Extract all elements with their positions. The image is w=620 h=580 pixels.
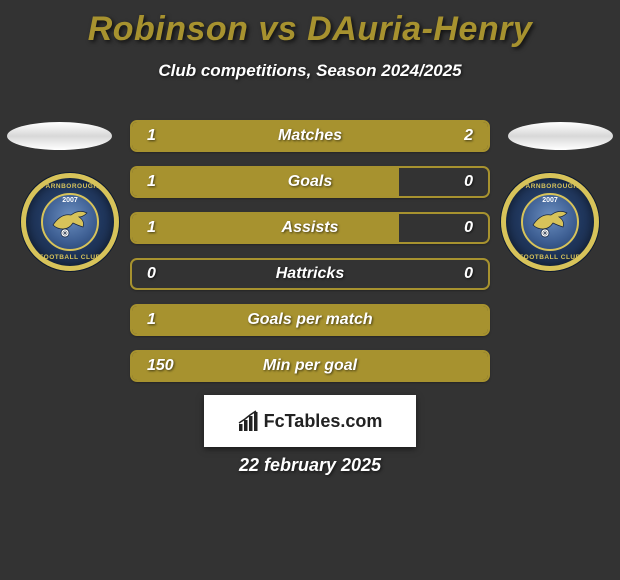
stats-bars: 12Matches 10Goals 10Assists 00Hattricks 1Goa… bbox=[130, 120, 490, 396]
bar-label: Assists bbox=[132, 214, 488, 242]
crest-text-bottom: FOOTBALL CLUB bbox=[26, 254, 114, 261]
infographic-container: Robinson vs DAuria-Henry Club competitio… bbox=[0, 0, 620, 580]
crest-text-top: FARNBOROUGH bbox=[26, 183, 114, 190]
eagle-icon bbox=[529, 203, 571, 241]
stat-bar-row: 1Goals per match bbox=[130, 304, 490, 336]
crest-text-top: FARNBOROUGH bbox=[506, 183, 594, 190]
bar-label: Min per goal bbox=[132, 352, 488, 380]
player-left-placeholder bbox=[7, 122, 112, 150]
club-crest-left: FARNBOROUGH 2007 FOOTBALL CLUB bbox=[21, 173, 119, 271]
crest-inner: 2007 bbox=[521, 193, 579, 251]
chart-icon bbox=[238, 410, 260, 432]
crest-inner: 2007 bbox=[41, 193, 99, 251]
club-crest-right: FARNBOROUGH 2007 FOOTBALL CLUB bbox=[501, 173, 599, 271]
attribution-text: FcTables.com bbox=[264, 411, 383, 432]
crest-ring: FARNBOROUGH 2007 FOOTBALL CLUB bbox=[21, 173, 119, 271]
stat-bar-row: 150Min per goal bbox=[130, 350, 490, 382]
crest-year: 2007 bbox=[523, 197, 577, 204]
stat-bar-row: 12Matches bbox=[130, 120, 490, 152]
attribution-box: FcTables.com bbox=[204, 395, 416, 447]
crest-year: 2007 bbox=[43, 197, 97, 204]
bar-label: Matches bbox=[132, 122, 488, 150]
page-title: Robinson vs DAuria-Henry bbox=[0, 0, 620, 49]
crest-ring: FARNBOROUGH 2007 FOOTBALL CLUB bbox=[501, 173, 599, 271]
bar-label: Hattricks bbox=[132, 260, 488, 288]
page-subtitle: Club competitions, Season 2024/2025 bbox=[0, 61, 620, 81]
stat-bar-row: 00Hattricks bbox=[130, 258, 490, 290]
eagle-icon bbox=[49, 203, 91, 241]
date-text: 22 february 2025 bbox=[0, 455, 620, 476]
crest-text-bottom: FOOTBALL CLUB bbox=[506, 254, 594, 261]
bar-label: Goals per match bbox=[132, 306, 488, 334]
stat-bar-row: 10Assists bbox=[130, 212, 490, 244]
bar-label: Goals bbox=[132, 168, 488, 196]
stat-bar-row: 10Goals bbox=[130, 166, 490, 198]
player-right-placeholder bbox=[508, 122, 613, 150]
